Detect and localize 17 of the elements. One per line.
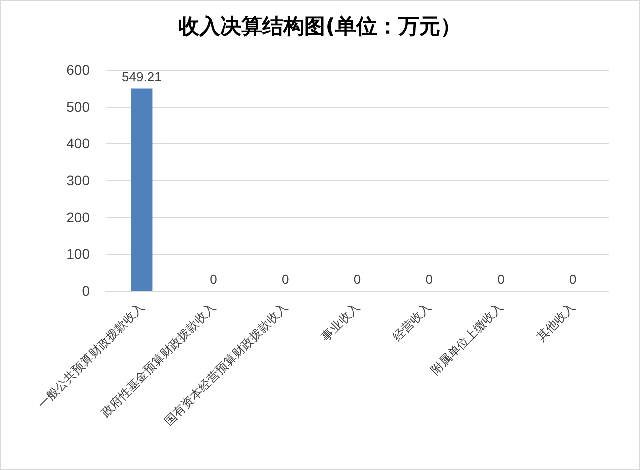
data-label: 0 xyxy=(354,272,362,287)
data-label: 0 xyxy=(426,272,433,287)
data-label: 0 xyxy=(569,272,577,287)
data-label: 0 xyxy=(498,272,505,287)
x-tick-label: 其他收入 xyxy=(534,300,578,344)
y-tick-label: 500 xyxy=(66,98,90,115)
y-tick-label: 0 xyxy=(82,283,90,299)
data-label: 549.21 xyxy=(122,70,162,85)
x-tick-label: 事业收入 xyxy=(318,300,362,344)
y-tick-label: 600 xyxy=(66,62,90,78)
y-tick-label: 200 xyxy=(66,209,90,226)
data-label: 0 xyxy=(282,272,290,287)
y-tick-label: 400 xyxy=(66,136,90,152)
y-tick-label: 100 xyxy=(66,246,90,262)
y-tick-label: 300 xyxy=(66,172,90,188)
data-label: 0 xyxy=(210,272,218,287)
chart-title: 收入决算结构图(单位：万元） xyxy=(178,14,462,38)
